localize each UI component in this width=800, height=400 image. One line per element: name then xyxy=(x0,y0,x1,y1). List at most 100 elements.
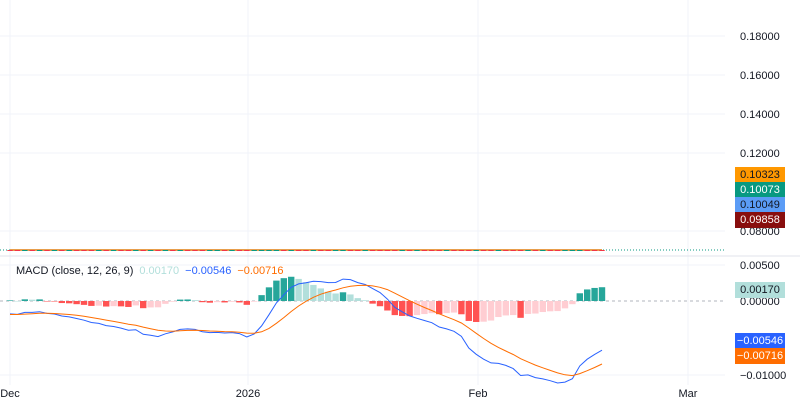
macd-histogram-bar xyxy=(598,287,606,301)
macd-histogram-bar xyxy=(591,287,598,301)
macd-histogram-bar xyxy=(80,301,88,305)
macd-histogram-bar xyxy=(199,301,206,303)
candle xyxy=(340,250,346,251)
candle xyxy=(473,250,479,251)
candle xyxy=(495,250,502,251)
candle xyxy=(332,250,339,251)
candle xyxy=(207,250,213,251)
macd-histogram-bar xyxy=(347,294,354,301)
candle xyxy=(288,250,294,251)
candle xyxy=(258,250,265,251)
macd-title: MACD (close, 12, 26, 9) xyxy=(16,265,134,277)
macd-histogram-bar xyxy=(487,301,495,321)
candle xyxy=(310,250,317,251)
macd-histogram-bar xyxy=(302,282,310,301)
macd-legend: MACD (close, 12, 26, 9) 0.00170 −0.00546 −0… xyxy=(16,265,290,278)
candle xyxy=(577,250,583,251)
candle xyxy=(155,250,161,251)
candle xyxy=(540,250,546,251)
candle xyxy=(133,250,139,251)
macd-histogram-bar xyxy=(140,301,147,309)
macd-histogram-bar xyxy=(169,301,176,302)
candle xyxy=(199,250,206,251)
macd-histogram-bar xyxy=(413,301,421,316)
macd-histogram-bar xyxy=(147,301,154,308)
macd-hist-badge: 0.00170 xyxy=(735,282,785,298)
candle xyxy=(22,250,28,251)
macd-histogram-bar xyxy=(273,280,280,301)
price-badge-ma-fast: 0.10323 xyxy=(735,167,785,183)
candle xyxy=(73,250,80,251)
macd-hist-value: 0.00170 xyxy=(139,265,180,277)
macd-histogram-bar xyxy=(251,301,258,302)
candle xyxy=(436,250,442,251)
price-axis-label: 0.18000 xyxy=(740,31,780,43)
macd-histogram-bar xyxy=(369,301,376,304)
candle xyxy=(266,250,272,251)
candle xyxy=(81,250,87,251)
candle xyxy=(325,250,331,251)
signal-line xyxy=(10,284,603,377)
time-axis-label: Mar xyxy=(679,388,698,400)
candle xyxy=(229,250,235,251)
candle xyxy=(96,250,102,251)
macd-histogram-bar xyxy=(450,301,458,313)
macd-histogram-bar xyxy=(177,299,184,301)
candle xyxy=(369,250,376,251)
macd-histogram-bar xyxy=(554,301,561,312)
macd-histogram-bar xyxy=(280,278,287,301)
candle xyxy=(251,250,257,251)
macd-histogram-bar xyxy=(14,300,21,302)
macd-histogram-bar xyxy=(206,301,213,303)
candle xyxy=(429,250,435,251)
macd-axis-label: −0.01000 xyxy=(740,370,786,382)
macd-axis-label: 0.00000 xyxy=(740,296,780,308)
candle xyxy=(162,250,169,251)
macd-histogram-bar xyxy=(73,301,80,305)
macd-histogram-bar xyxy=(110,301,117,307)
candle xyxy=(392,250,398,251)
candle xyxy=(170,250,176,251)
candle xyxy=(510,250,516,251)
candle xyxy=(466,250,472,251)
candle xyxy=(532,250,539,251)
candle xyxy=(281,250,287,251)
macd-histogram-bar xyxy=(524,301,532,314)
signal-line-badge: −0.00716 xyxy=(735,348,785,364)
macd-histogram-bar xyxy=(51,301,58,302)
macd-histogram-bar xyxy=(443,301,450,314)
price-badge-ma-mid: 0.09858 xyxy=(735,212,785,228)
macd-histogram-bar xyxy=(436,301,443,315)
macd-histogram-bar xyxy=(236,301,243,303)
macd-histogram-bar xyxy=(36,299,43,301)
candle xyxy=(458,250,465,251)
price-axis-label: 0.14000 xyxy=(740,109,780,121)
macd-histogram-bar xyxy=(184,299,191,301)
candle xyxy=(103,250,109,251)
macd-histogram-bar xyxy=(391,301,398,316)
candle xyxy=(421,250,428,251)
candle xyxy=(362,250,368,251)
macd-histogram-bar xyxy=(406,301,413,317)
macd-histogram-bar xyxy=(214,301,221,303)
candle xyxy=(503,250,509,251)
candle xyxy=(554,250,561,251)
candle xyxy=(599,250,605,251)
macd-histogram-bar xyxy=(288,276,295,301)
candle xyxy=(517,250,524,251)
candle xyxy=(525,250,531,251)
candle xyxy=(14,250,21,251)
macd-histogram-bar xyxy=(510,301,517,316)
macd-histogram-bar xyxy=(125,301,132,307)
candle xyxy=(51,250,58,251)
candle xyxy=(140,250,146,251)
candle xyxy=(125,250,132,251)
macd-histogram-bar xyxy=(480,301,487,322)
price-badge-ma-slow: 0.10049 xyxy=(735,197,785,213)
macd-histogram-bar xyxy=(354,298,361,301)
candle xyxy=(384,250,391,251)
macd-histogram-bar xyxy=(517,301,524,318)
macd-histogram-bar xyxy=(95,301,102,306)
